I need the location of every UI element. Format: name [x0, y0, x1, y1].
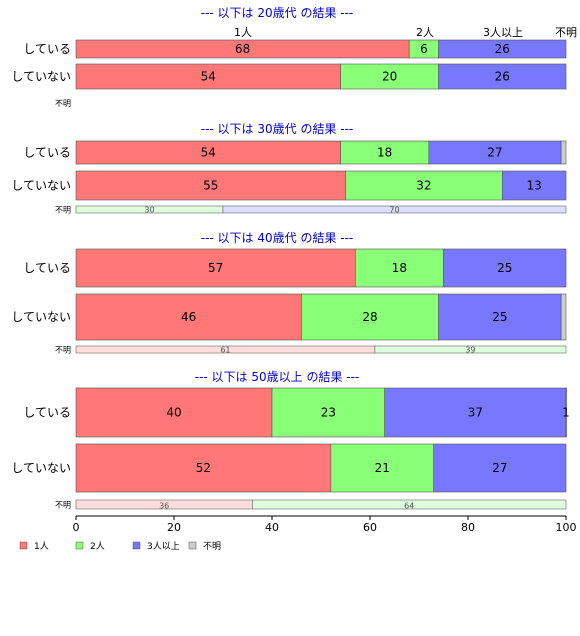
top-category-label: 1人	[234, 26, 252, 39]
x-tick-label: 100	[556, 521, 577, 534]
bar-segment	[340, 63, 439, 90]
legend-swatch	[19, 541, 28, 550]
group-title: --- 以下は 30歳代 の結果 ---	[201, 122, 354, 136]
data-label: 23	[321, 406, 336, 420]
top-category-label: 2人	[416, 26, 434, 39]
unknown-data-label: 61	[220, 346, 230, 355]
x-tick-label: 20	[167, 521, 181, 534]
x-tick-label: 0	[73, 521, 80, 534]
data-label: 46	[181, 310, 196, 324]
bar-segment	[384, 387, 567, 438]
legend-label: 2人	[90, 541, 105, 552]
bar-segment	[438, 39, 567, 59]
data-label: 25	[492, 310, 507, 324]
unknown-data-label: 36	[159, 502, 169, 511]
unknown-bar-segment	[222, 205, 567, 214]
bar-segment	[330, 443, 434, 493]
bar-segment	[438, 63, 567, 90]
data-label: 55	[203, 179, 218, 193]
x-tick-label: 60	[363, 521, 377, 534]
bar-segment	[75, 293, 302, 341]
unknown-data-label: 64	[404, 502, 414, 511]
top-category-label: 不明	[555, 26, 577, 39]
data-label: 57	[208, 261, 223, 275]
data-label: 28	[362, 310, 377, 324]
unknown-bar-segment	[252, 499, 567, 510]
unknown-data-label: 70	[389, 206, 399, 215]
top-category-label: 3人以上	[483, 26, 523, 39]
bar-segment	[271, 387, 385, 438]
data-label: 26	[495, 70, 510, 84]
legend-swatch	[188, 541, 197, 550]
group-title: --- 以下は 50歳以上 の結果 ---	[195, 370, 360, 384]
group-title: --- 以下は 40歳代 の結果 ---	[201, 231, 354, 245]
unknown-data-label: 30	[144, 206, 154, 215]
unknown-row-label: 不明	[55, 99, 71, 108]
data-label: 20	[382, 70, 397, 84]
unknown-data-label: 39	[465, 346, 475, 355]
x-tick-label: 40	[265, 521, 279, 534]
group-title: --- 以下は 20歳代 の結果 ---	[201, 6, 354, 20]
bar-segment	[438, 293, 562, 341]
legend-swatch	[132, 541, 141, 550]
data-label: 40	[166, 406, 181, 420]
data-label: 68	[235, 42, 250, 56]
data-label: 27	[492, 461, 507, 475]
unknown-row-label: 不明	[55, 501, 71, 510]
data-label: 32	[416, 179, 431, 193]
unknown-bar-segment	[374, 345, 567, 354]
bar-segment	[565, 387, 567, 438]
data-label: 54	[201, 146, 216, 160]
data-label: 1	[562, 406, 570, 420]
bar-segment	[75, 248, 356, 288]
data-label: 6	[420, 42, 428, 56]
bar-segment	[443, 248, 567, 288]
legend-label: 3人以上	[147, 541, 180, 552]
x-tick-label: 80	[461, 521, 475, 534]
unknown-row-label: 不明	[55, 346, 71, 355]
data-label: 27	[487, 146, 502, 160]
legend-swatch	[75, 541, 84, 550]
row-label: している	[23, 146, 71, 160]
bar-segment	[354, 248, 444, 288]
row-label: している	[23, 406, 71, 420]
data-label: 13	[527, 179, 542, 193]
bar-segment	[75, 387, 273, 438]
bar-segment	[560, 140, 567, 165]
data-label: 37	[468, 406, 483, 420]
row-label: していない	[11, 461, 71, 475]
row-label: している	[23, 42, 71, 56]
unknown-row-label: 不明	[55, 206, 71, 215]
bar-segment	[501, 170, 567, 201]
row-label: していない	[11, 179, 71, 193]
data-label: 18	[392, 261, 407, 275]
legend-label: 1人	[34, 541, 49, 552]
data-label: 18	[377, 146, 392, 160]
legend-label: 不明	[203, 541, 221, 552]
data-label: 21	[375, 461, 390, 475]
bar-segment	[560, 293, 567, 341]
row-label: していない	[11, 70, 71, 84]
data-label: 26	[495, 42, 510, 56]
data-label: 25	[497, 261, 512, 275]
bar-segment	[433, 443, 567, 493]
row-label: していない	[11, 310, 71, 324]
data-label: 52	[196, 461, 211, 475]
bar-segment	[75, 170, 346, 201]
data-label: 54	[201, 70, 216, 84]
row-label: している	[23, 261, 71, 275]
